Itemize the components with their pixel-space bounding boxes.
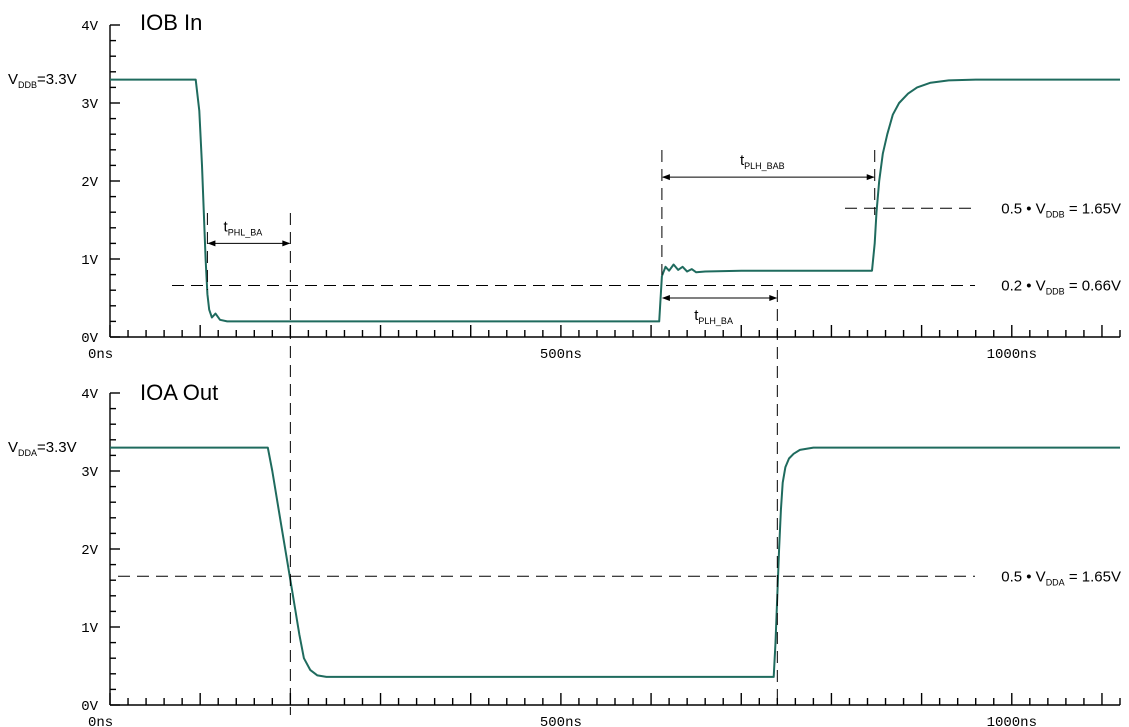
interval-label: tPLH_BA bbox=[694, 307, 733, 326]
x-tick-label: 0ns bbox=[88, 715, 113, 727]
y-tick-label: 2V bbox=[81, 175, 98, 191]
reference-voltage-label: VDDB=3.3V bbox=[8, 71, 77, 90]
reference-line-label: 0.2 • VDDB = 0.66V bbox=[1001, 278, 1121, 297]
y-tick-label: 0V bbox=[81, 331, 98, 347]
y-tick-label: 1V bbox=[81, 621, 98, 637]
x-tick-label: 1000ns bbox=[987, 347, 1037, 363]
signal-trace bbox=[110, 78, 1120, 323]
x-tick-label: 500ns bbox=[540, 715, 582, 727]
panel-ioa-out: 0V 1V 2V 3V 4V 0ns 500ns 1000ns IOA Out VDDA=3.3V… bbox=[8, 380, 1121, 727]
signal-trace bbox=[110, 446, 1120, 678]
reference-voltage-label: VDDA=3.3V bbox=[8, 439, 77, 458]
interval-label: tPLH_BAB bbox=[740, 152, 785, 171]
arrowhead-right bbox=[282, 240, 291, 247]
arrowhead-left bbox=[207, 240, 216, 247]
arrowhead-left bbox=[661, 174, 670, 181]
y-tick-label: 4V bbox=[81, 19, 98, 35]
y-tick-label: 3V bbox=[81, 465, 98, 481]
y-tick-label: 4V bbox=[81, 387, 98, 403]
x-tick-label: 500ns bbox=[540, 347, 582, 363]
x-tick-label: 0ns bbox=[88, 347, 113, 363]
panel-iob-in: 0V 1V 2V 3V 4V 0ns 500ns 1000ns IOB In VDDB=3.3V 0… bbox=[8, 10, 1121, 363]
reference-line-label: 0.5 • VDDA = 1.65V bbox=[1001, 568, 1121, 587]
y-tick-label: 2V bbox=[81, 543, 98, 559]
arrowhead-right bbox=[769, 295, 778, 301]
panel-title: IOA Out bbox=[140, 380, 218, 405]
panel-title: IOB In bbox=[140, 10, 202, 35]
interval-label: tPHL_BA bbox=[224, 218, 263, 237]
y-tick-label: 3V bbox=[81, 97, 98, 113]
arrowhead-left bbox=[661, 295, 670, 301]
arrowhead-right bbox=[866, 174, 875, 181]
y-tick-label: 1V bbox=[81, 253, 98, 269]
reference-line-label: 0.5 • VDDB = 1.65V bbox=[1001, 200, 1121, 219]
y-tick-label: 0V bbox=[81, 699, 98, 715]
x-tick-label: 1000ns bbox=[987, 715, 1037, 727]
